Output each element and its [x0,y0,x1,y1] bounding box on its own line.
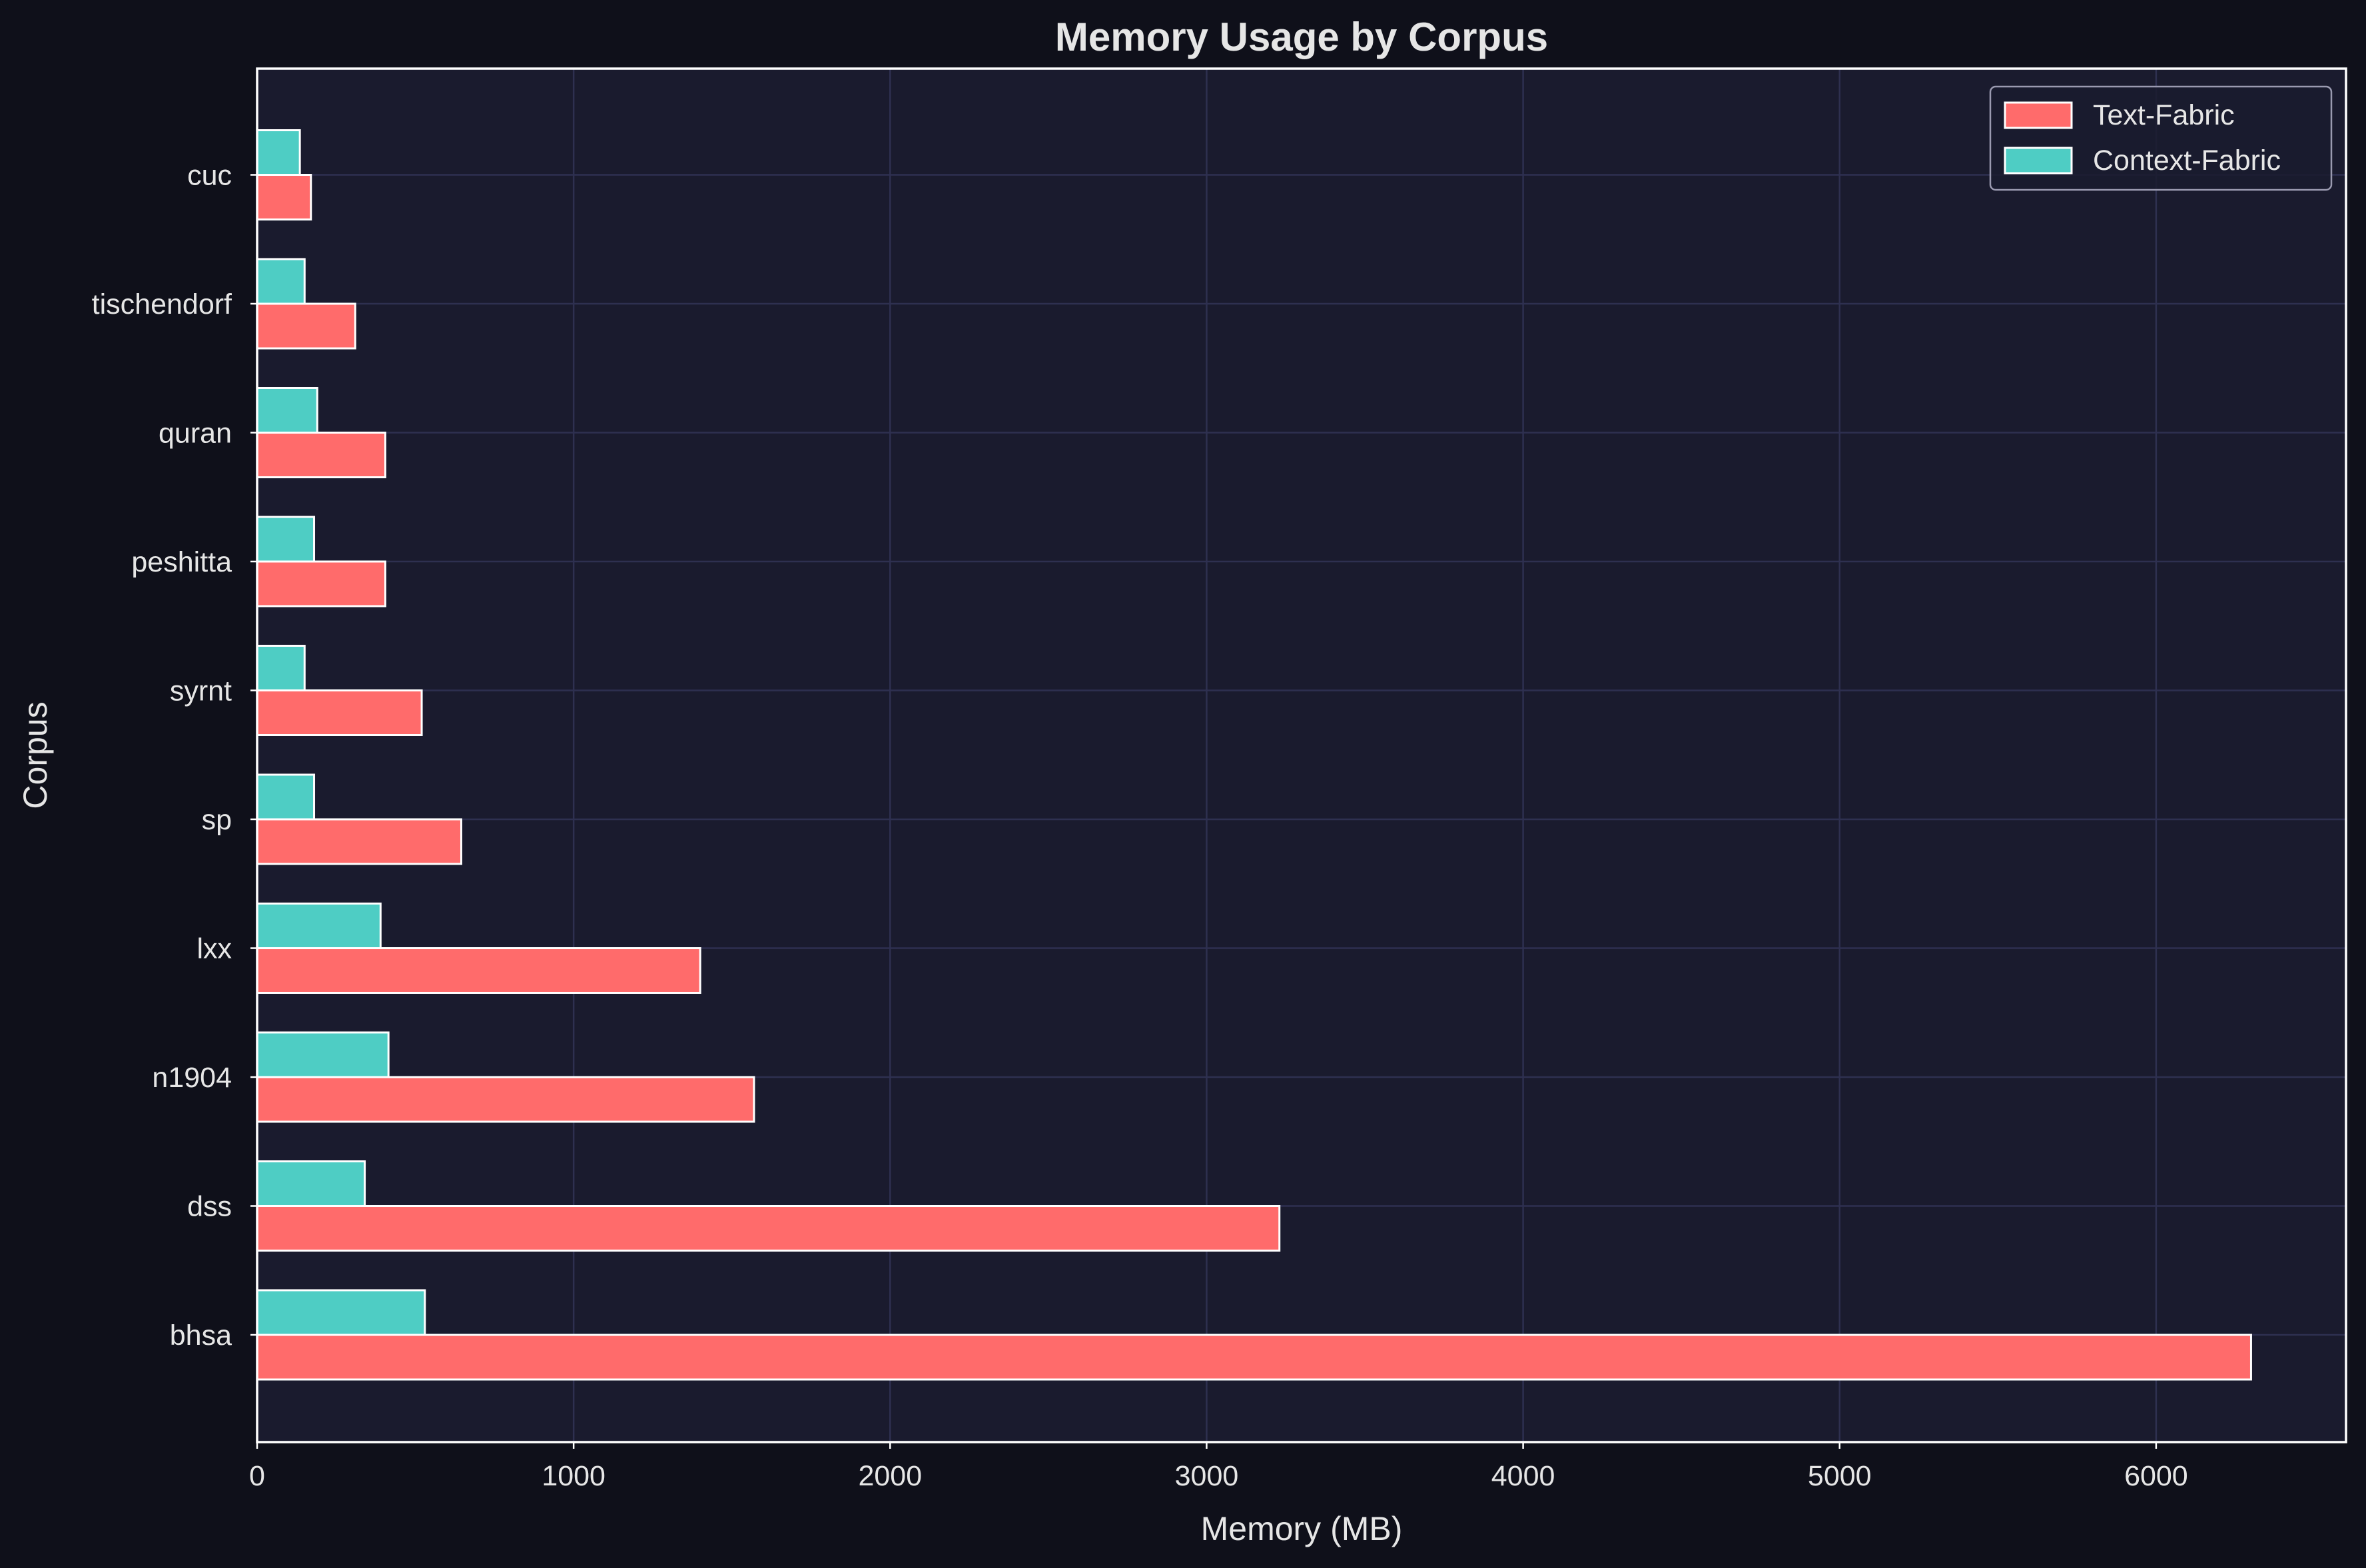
bar-context-fabric-dss [256,1160,366,1207]
y-tick-label-cuc: cuc [187,160,232,192]
bar-text-fabric-dss [256,1205,1281,1252]
bar-text-fabric-bhsa [256,1334,2252,1381]
bar-context-fabric-bhsa [256,1289,426,1336]
bar-text-fabric-tischendorf [256,302,356,350]
x-tick-label: 4000 [1491,1460,1555,1492]
x-tick-label: 5000 [1808,1460,1872,1492]
x-tick-labels: 0 1000 2000 3000 4000 5000 6000 [249,1442,2188,1492]
x-tick-label: 3000 [1175,1460,1239,1492]
bar-context-fabric-lxx [256,903,382,949]
bar-context-fabric-n1904 [256,1031,390,1078]
y-tick-labels: bhsa dss n1904 lxx sp syrnt peshitta quran tisch… [92,160,257,1352]
bar-context-fabric-peshitta [256,516,316,563]
x-tick-label: 6000 [2124,1460,2188,1492]
legend: Text-Fabric Context-Fabric [1989,85,2333,191]
bar-text-fabric-n1904 [256,1076,755,1123]
axes-frame [256,67,2347,1443]
legend-label-text-fabric: Text-Fabric [2093,99,2235,131]
x-axis-label: Memory (MB) [1201,1510,1403,1547]
bar-text-fabric-quran [256,432,386,478]
bar-context-fabric-cuc [256,129,301,176]
bar-text-fabric-sp [256,818,462,865]
y-tick-label-sp: sp [202,804,232,836]
y-tick-label-tischendorf: tischendorf [92,288,232,320]
y-tick-label-dss: dss [187,1191,232,1223]
y-tick-label-bhsa: bhsa [170,1320,232,1352]
bar-context-fabric-tischendorf [256,258,306,305]
y-tick-label-n1904: n1904 [152,1062,232,1094]
y-tick-label-syrnt: syrnt [170,675,232,707]
y-tick-label-quran: quran [159,418,232,450]
y-axis-label: Corpus [17,701,54,809]
chart-title: Memory Usage by Corpus [1055,15,1548,59]
bar-context-fabric-quran [256,387,318,434]
legend-box [1989,85,2333,191]
y-tick-label-lxx: lxx [197,933,232,965]
bar-text-fabric-peshitta [256,560,386,607]
legend-swatch-text-fabric [2004,101,2073,129]
legend-label-context-fabric: Context-Fabric [2093,145,2281,177]
x-tick-label: 1000 [542,1460,605,1492]
bar-context-fabric-sp [256,773,316,821]
x-tick-label: 0 [249,1460,265,1492]
bar-text-fabric-lxx [256,947,701,994]
x-tick-label: 2000 [858,1460,922,1492]
y-tick-label-peshitta: peshitta [131,546,232,578]
bar-text-fabric-syrnt [256,689,423,736]
bar-text-fabric-cuc [256,174,312,220]
legend-swatch-context-fabric [2004,147,2073,175]
bars [256,129,2252,1381]
bar-context-fabric-syrnt [256,645,306,691]
